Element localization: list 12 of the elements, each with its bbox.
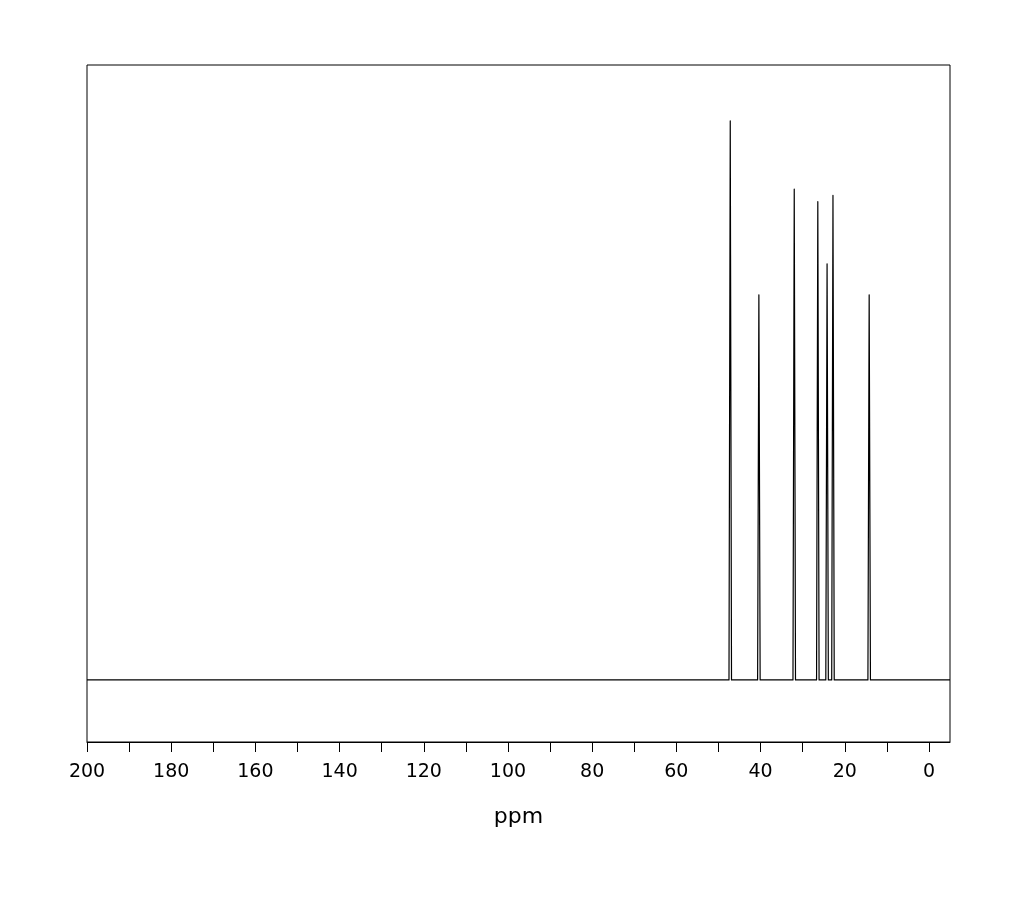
x-tick-label: 20: [832, 758, 857, 781]
x-tick-label: 100: [489, 758, 527, 781]
x-tick-label: 120: [405, 758, 442, 781]
x-tick-label: 60: [664, 758, 689, 781]
x-tick-label: 40: [748, 758, 773, 781]
x-tick-label: 80: [580, 758, 605, 781]
x-tick-label: 160: [237, 758, 274, 781]
x-axis-title: ppm: [493, 802, 544, 828]
x-tick-label: 180: [153, 758, 190, 781]
x-tick-label: 140: [321, 758, 358, 781]
x-tick-label: 0: [922, 758, 935, 781]
x-tick-label: 200: [68, 758, 106, 781]
